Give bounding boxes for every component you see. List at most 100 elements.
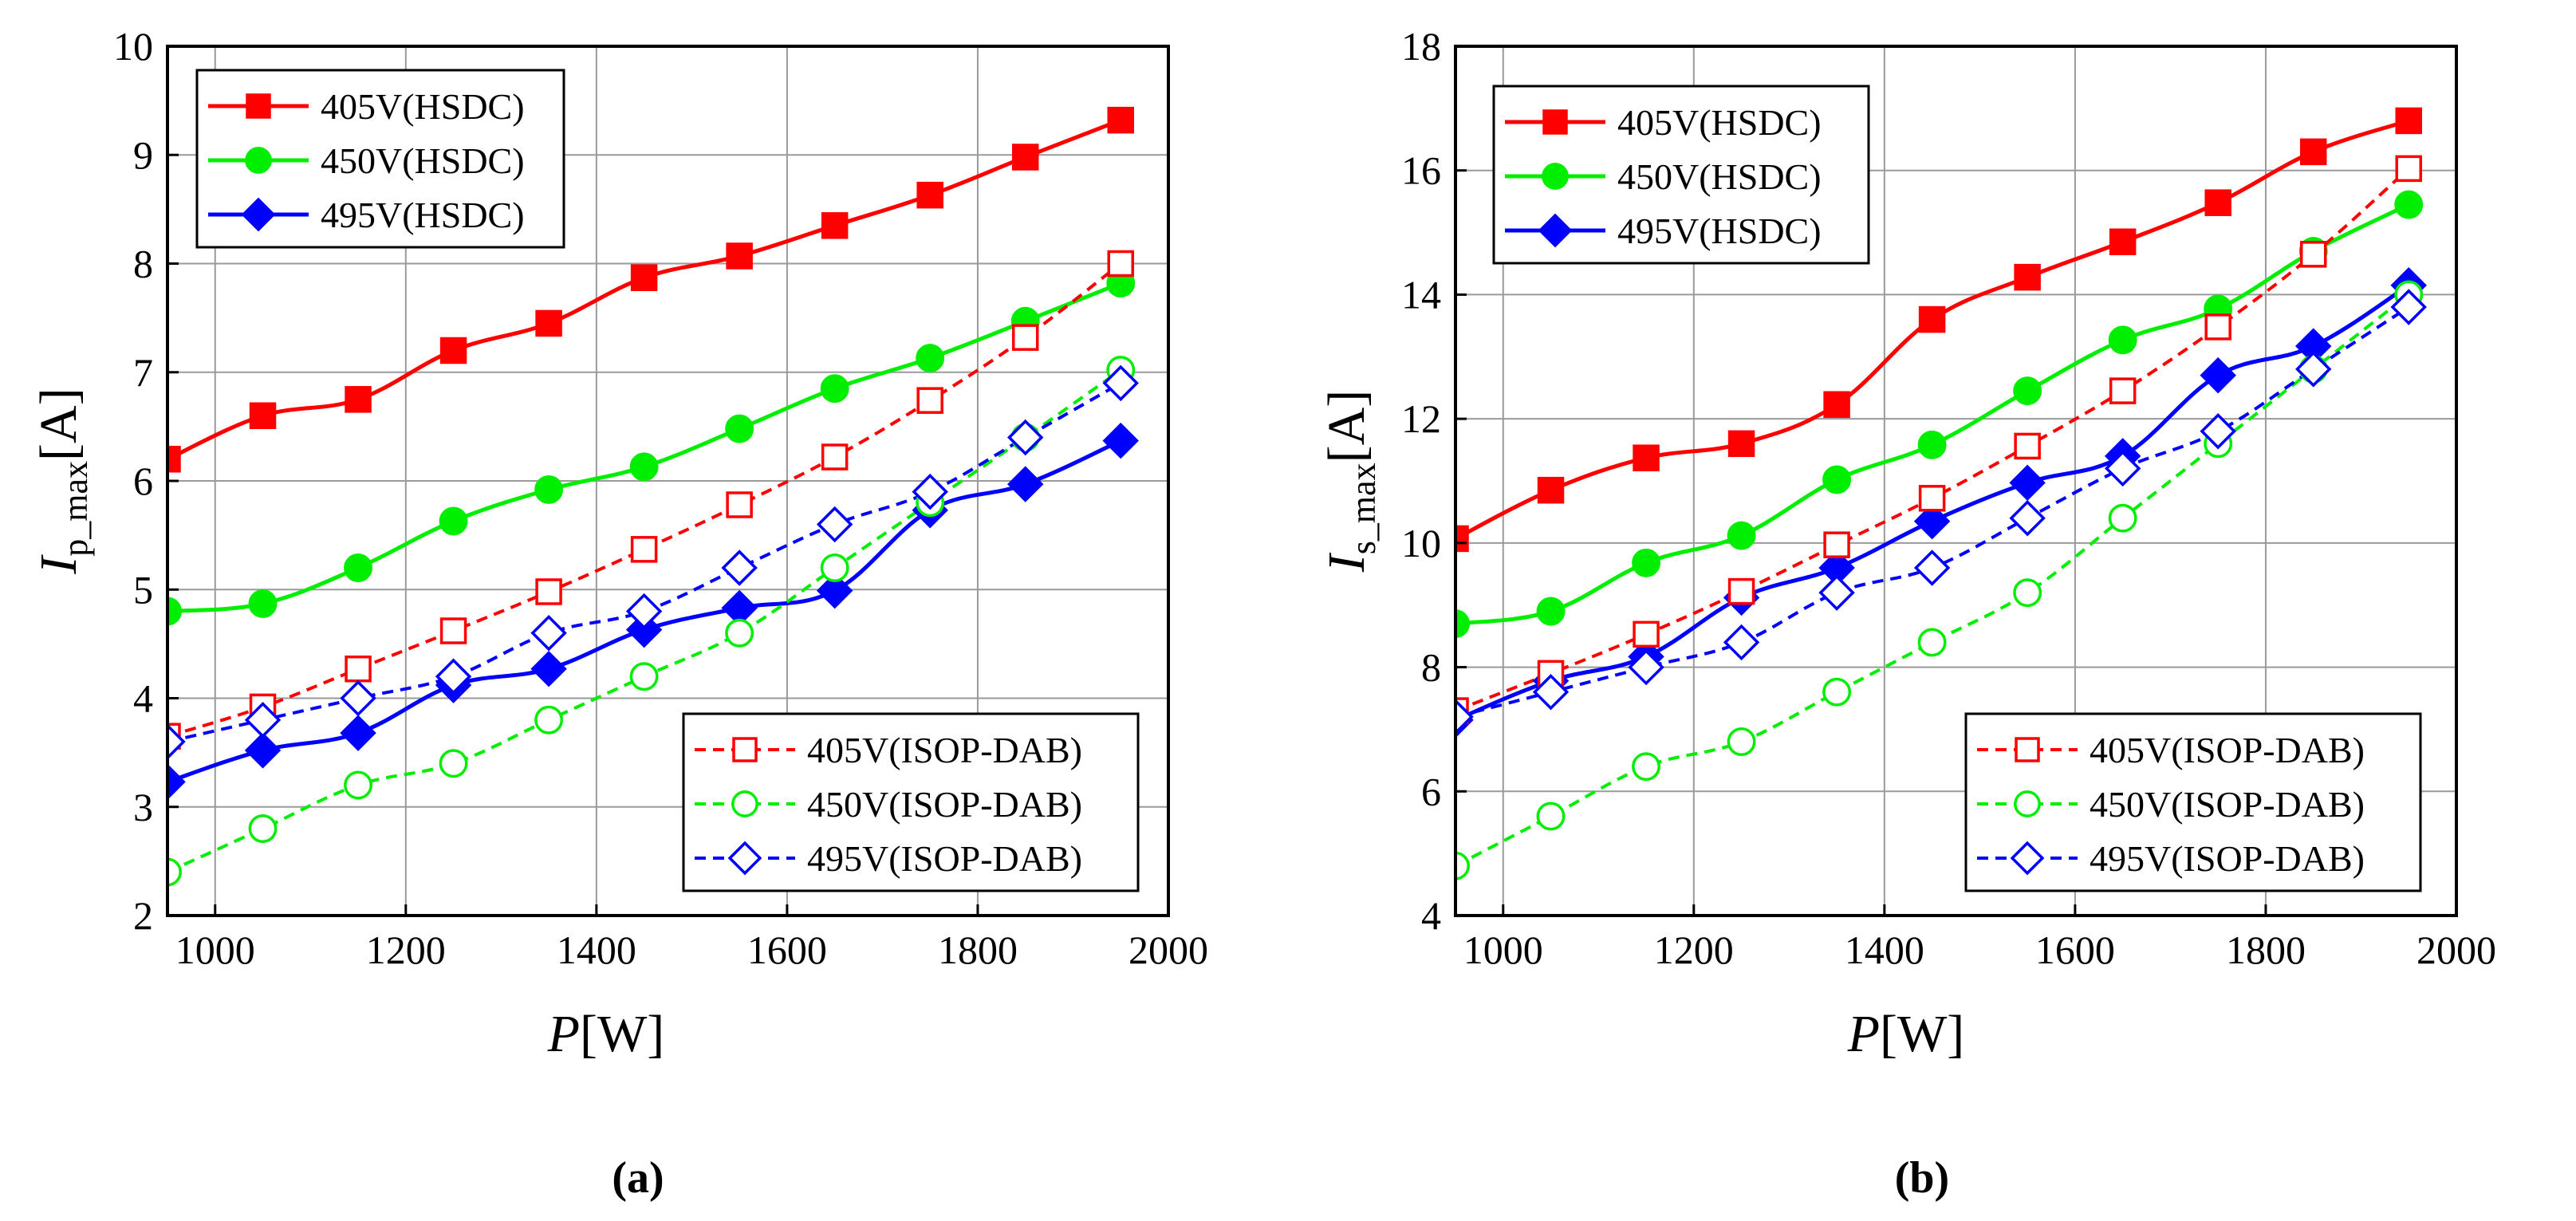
y-tick-label: 10 (113, 24, 153, 69)
data-point-495V(ISOP-DAB) (1913, 549, 1951, 586)
data-point-405V(HSDC) (2299, 138, 2327, 166)
data-point-405V(ISOP-DAB) (916, 387, 943, 414)
legend-marker (1542, 109, 1568, 135)
data-point-450V(ISOP-DAB) (820, 553, 849, 582)
data-point-495V(HSDC) (167, 763, 186, 801)
data-point-405V(ISOP-DAB) (821, 443, 849, 471)
x-tick-label: 1600 (2035, 928, 2115, 972)
data-point-495V(ISOP-DAB) (1628, 648, 1664, 686)
data-point-450V(ISOP-DAB) (725, 618, 754, 648)
data-point-405V(ISOP-DAB) (535, 578, 562, 605)
x-axis-title: P[W] (1847, 1005, 1965, 1063)
plot-area (167, 106, 1139, 887)
data-point-495V(HSDC) (2200, 356, 2236, 394)
data-point-405V(HSDC) (1823, 391, 1850, 418)
data-point-405V(ISOP-DAB) (2204, 313, 2231, 341)
data-point-495V(ISOP-DAB) (1532, 673, 1570, 711)
series-line-405V(ISOP-DAB) (167, 262, 1122, 739)
data-point-450V(HSDC) (2108, 325, 2137, 355)
data-point-495V(ISOP-DAB) (2104, 450, 2141, 487)
chart-panel-a: 1000 1200 1400 1600 1800 2000 2 3 4 5 6 7 8 9 10 P[W] Ip… (30, 24, 1208, 1203)
x-tick-label: 1400 (557, 928, 636, 972)
y-tick-label: 9 (133, 132, 153, 177)
y-tick-label: 14 (1401, 272, 1441, 317)
data-point-495V(ISOP-DAB) (721, 549, 758, 586)
data-point-450V(HSDC) (916, 344, 945, 372)
legend-entry-label: 450V(ISOP-DAB) (807, 784, 1082, 825)
y-tick-label: 12 (1401, 396, 1441, 441)
data-point-495V(HSDC) (2009, 464, 2046, 502)
y-tick-label: 16 (1401, 148, 1441, 193)
data-point-405V(HSDC) (1918, 305, 1946, 333)
y-tick-label: 6 (133, 459, 153, 503)
legend-entry-label: 405V(HSDC) (1617, 102, 1822, 143)
data-point-495V(ISOP-DAB) (1102, 364, 1139, 402)
data-point-450V(ISOP-DAB) (1727, 727, 1756, 756)
legend-marker (2010, 841, 2045, 876)
legend-entry-label: 450V(HSDC) (321, 140, 525, 181)
data-point-495V(HSDC) (625, 611, 663, 648)
data-point-495V(HSDC) (1102, 422, 1139, 459)
data-point-405V(HSDC) (1107, 106, 1134, 134)
y-tick-label: 2 (133, 893, 153, 938)
data-point-405V(ISOP-DAB) (1107, 250, 1134, 278)
y-tick-label: 3 (133, 785, 153, 829)
data-point-450V(ISOP-DAB) (248, 814, 278, 843)
data-point-495V(HSDC) (340, 715, 376, 751)
y-tick-label: 8 (133, 242, 153, 286)
legend-entry-label: 495V(ISOP-DAB) (807, 838, 1082, 879)
legend-entry-label: 405V(HSDC) (321, 86, 525, 127)
data-point-405V(ISOP-DAB) (630, 536, 658, 563)
data-point-405V(HSDC) (1455, 525, 1469, 553)
data-point-495V(ISOP-DAB) (2009, 499, 2046, 537)
data-point-405V(ISOP-DAB) (1727, 577, 1755, 605)
data-point-495V(HSDC) (244, 732, 282, 769)
legend-marker (1542, 163, 1569, 190)
y-axis-title: Is_max[A] (1318, 390, 1383, 573)
data-point-495V(HSDC) (1913, 502, 1951, 540)
data-point-450V(ISOP-DAB) (1536, 802, 1566, 831)
data-point-495V(HSDC) (530, 650, 567, 687)
legend-marker (1538, 213, 1573, 248)
data-point-405V(HSDC) (249, 402, 277, 429)
data-point-450V(ISOP-DAB) (534, 705, 564, 735)
data-point-450V(HSDC) (1822, 465, 1852, 494)
data-point-405V(HSDC) (2109, 228, 2137, 255)
legend-entry-label: 495V(HSDC) (321, 195, 525, 235)
x-tick-label: 1200 (366, 928, 446, 972)
legend-marker (241, 197, 276, 232)
data-point-405V(HSDC) (630, 264, 658, 291)
data-point-495V(ISOP-DAB) (1006, 419, 1044, 456)
data-point-495V(HSDC) (816, 572, 853, 609)
x-tick-label: 1200 (1654, 928, 1734, 972)
legend-marker (2015, 737, 2040, 762)
data-point-405V(HSDC) (1011, 144, 1039, 171)
data-point-450V(HSDC) (534, 475, 564, 504)
data-point-405V(ISOP-DAB) (2299, 241, 2327, 268)
y-tick-label: 7 (133, 350, 153, 395)
data-point-450V(HSDC) (1632, 548, 1660, 577)
panel-label: (b) (1895, 1153, 1949, 1203)
data-point-405V(ISOP-DAB) (2014, 432, 2041, 460)
legend-entry-label: 405V(ISOP-DAB) (2090, 730, 2365, 770)
y-tick-label: 18 (1401, 24, 1441, 69)
data-point-450V(ISOP-DAB) (2013, 578, 2042, 608)
data-point-405V(HSDC) (2395, 107, 2422, 135)
y-tick-label: 8 (1421, 645, 1441, 690)
x-tick-label: 1800 (938, 928, 1018, 972)
data-point-495V(ISOP-DAB) (435, 658, 472, 695)
data-point-450V(ISOP-DAB) (2108, 503, 2137, 533)
legend-box: 405V(ISOP-DAB) 450V(ISOP-DAB) 495V(ISOP-DA… (1964, 712, 2422, 892)
legend-marker (732, 737, 758, 762)
data-point-495V(ISOP-DAB) (2294, 351, 2332, 388)
data-point-405V(HSDC) (1727, 430, 1755, 458)
data-point-405V(ISOP-DAB) (2109, 377, 2137, 404)
data-point-450V(ISOP-DAB) (629, 662, 659, 691)
data-point-495V(ISOP-DAB) (1818, 574, 1855, 611)
data-point-495V(ISOP-DAB) (2200, 412, 2236, 450)
panel-label: (a) (612, 1153, 664, 1203)
data-point-495V(ISOP-DAB) (2390, 289, 2427, 325)
data-point-450V(HSDC) (439, 506, 468, 536)
legend-marker (731, 790, 758, 817)
